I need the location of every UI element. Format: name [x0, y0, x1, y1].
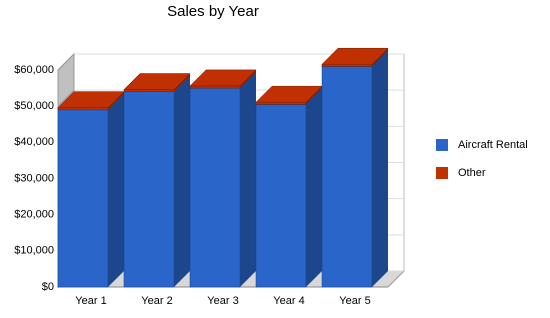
bar-side	[108, 93, 124, 288]
legend-swatch	[436, 139, 448, 151]
bar	[57, 109, 109, 288]
bar	[123, 91, 175, 288]
bar	[123, 89, 175, 92]
bar	[255, 101, 307, 105]
bar-top	[123, 73, 191, 90]
bar-side	[306, 88, 322, 287]
y-tick-label: $60,000	[14, 64, 54, 76]
bar	[189, 85, 241, 89]
legend-label: Other	[458, 167, 486, 179]
legend-swatch	[436, 167, 448, 179]
chart-title: Sales by Year	[167, 3, 259, 20]
y-tick-label: $20,000	[14, 209, 54, 221]
bar-top	[321, 47, 389, 65]
grid-line	[57, 89, 75, 107]
legend-label: Aircraft Rental	[458, 139, 528, 151]
x-tick-label: Year 3	[207, 295, 238, 307]
y-tick-label: $40,000	[14, 136, 54, 148]
bar-side	[306, 86, 322, 105]
bar-top	[189, 69, 257, 87]
x-tick-label: Year 5	[339, 295, 370, 307]
bar	[321, 63, 373, 67]
y-tick-label: $30,000	[14, 172, 54, 184]
bar-side	[372, 48, 388, 67]
bar-side	[240, 72, 256, 287]
y-tick-label: $10,000	[14, 245, 54, 257]
x-tick-label: Year 2	[141, 295, 172, 307]
y-tick-label: $50,000	[14, 100, 54, 112]
bar-side	[240, 69, 256, 89]
x-tick-label: Year 1	[75, 295, 106, 307]
x-tick-label: Year 4	[273, 295, 304, 307]
bar	[189, 87, 241, 288]
bar	[255, 104, 307, 288]
grid-line	[57, 53, 75, 71]
bar	[321, 66, 373, 288]
bar-side	[372, 50, 388, 288]
bar-side	[174, 73, 190, 92]
bar	[57, 107, 109, 111]
bar-side	[108, 91, 124, 110]
y-tick-label: $0	[42, 281, 54, 293]
bar-side	[174, 75, 190, 287]
